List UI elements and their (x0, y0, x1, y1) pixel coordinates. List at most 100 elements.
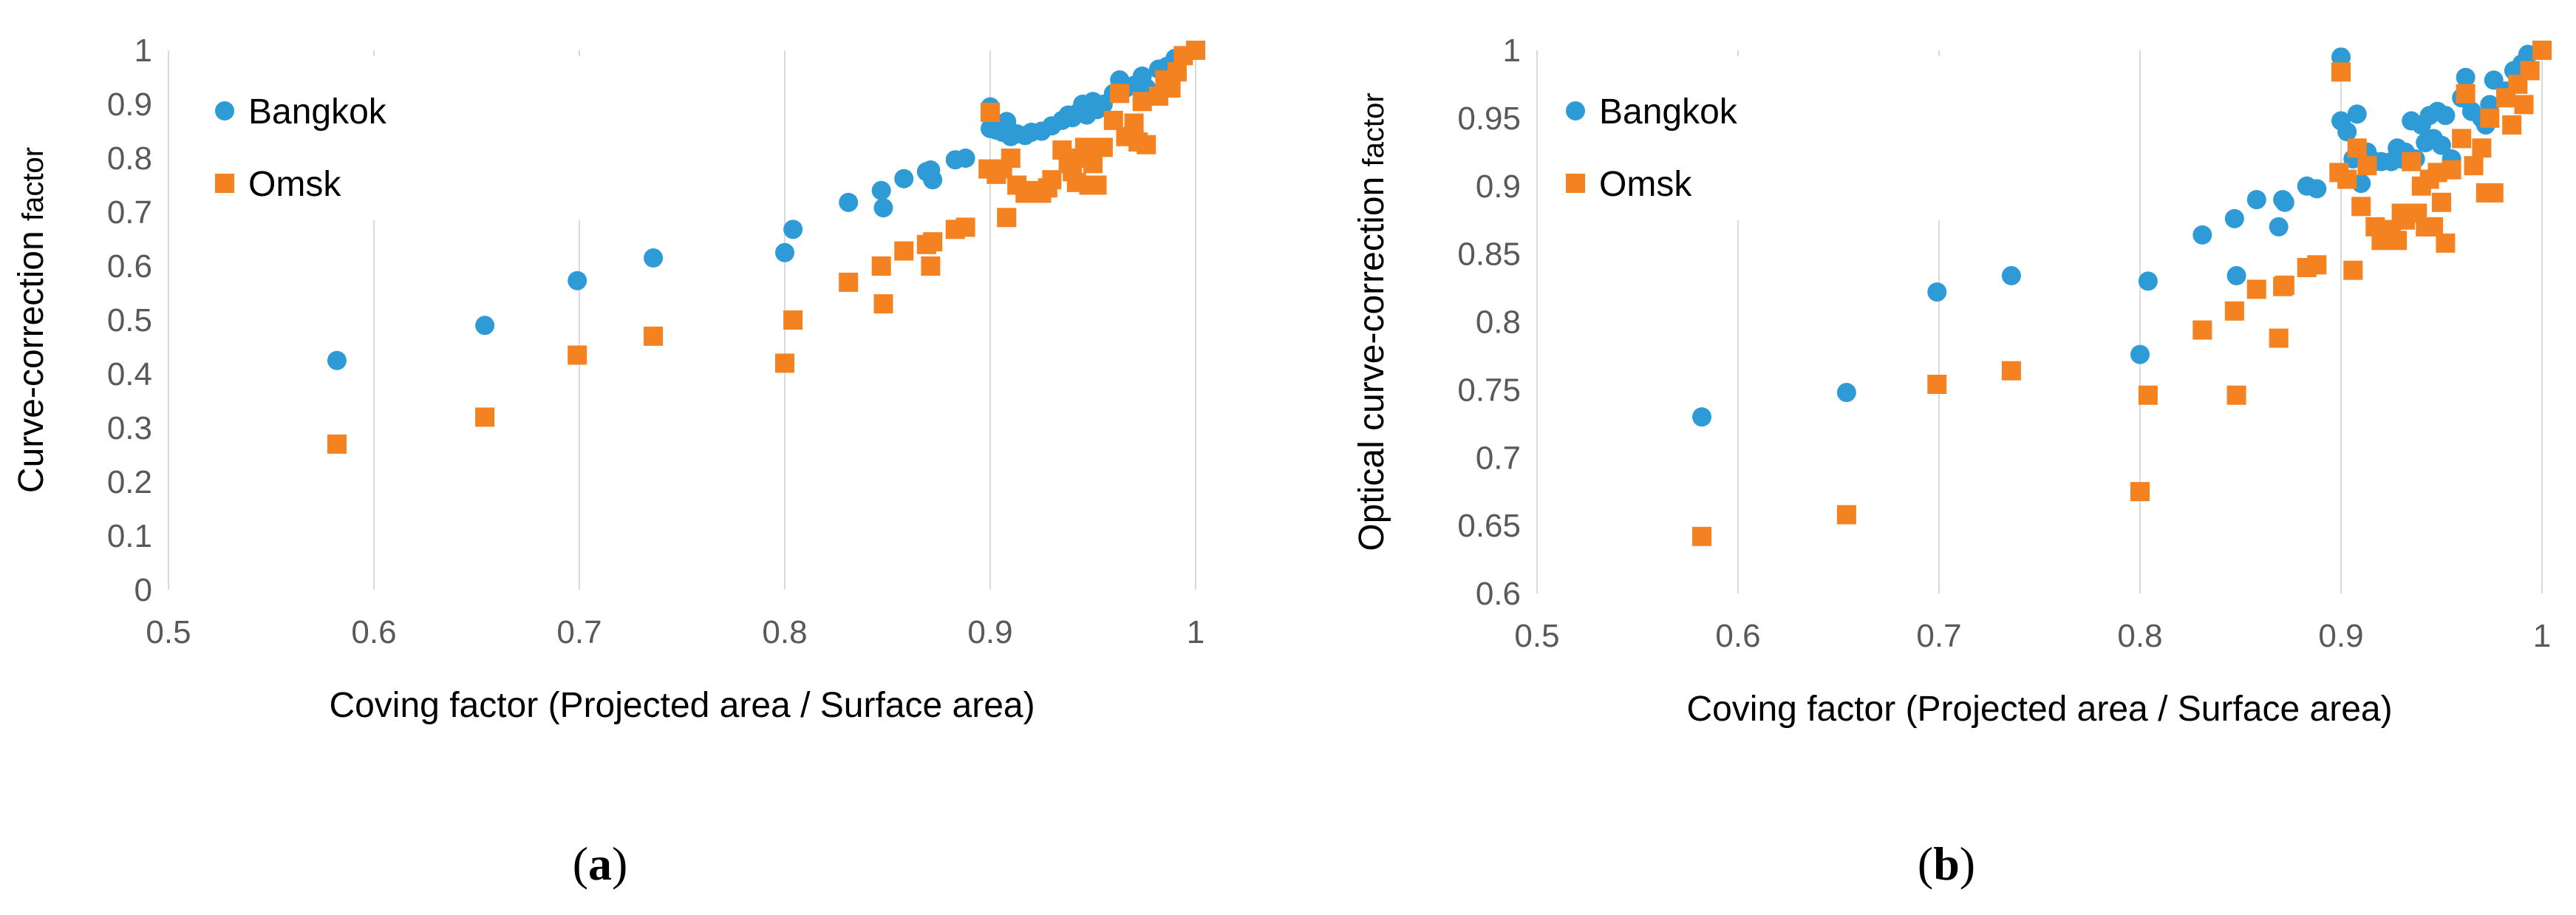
series-omsk (327, 41, 1205, 454)
data-point (2388, 231, 2408, 251)
x-tick-label: 0.6 (1715, 618, 1760, 654)
data-point (2138, 385, 2158, 405)
data-point (2343, 260, 2363, 280)
data-point (1087, 175, 1107, 195)
x-tick-label: 0.8 (2117, 618, 2162, 654)
data-point (2514, 95, 2534, 115)
data-point (2192, 320, 2212, 340)
data-point (894, 169, 914, 188)
y-tick-label: 0.85 (1457, 237, 1521, 273)
legend-label-bangkok: Bangkok (248, 92, 387, 132)
x-tick-label: 0.5 (146, 614, 191, 650)
data-point (568, 345, 587, 365)
data-point (475, 316, 495, 336)
y-tick-label: 0.8 (1476, 305, 1521, 341)
legend-label-omsk: Omsk (248, 165, 341, 204)
y-tick-label: 0.95 (1457, 101, 1521, 137)
y-axis-label: Optical curve-correction factor (1352, 92, 1391, 551)
y-tick-label: 0 (134, 572, 152, 608)
data-point (1836, 383, 1856, 403)
y-tick-label: 0.9 (1476, 169, 1521, 205)
x-tick-label: 0.5 (1514, 618, 1559, 654)
data-point (1167, 62, 1187, 82)
data-point (2307, 179, 2327, 199)
panel-label-letter: b (1933, 837, 1960, 890)
data-point (921, 256, 941, 276)
y-tick-label: 0.75 (1457, 372, 1521, 408)
data-point (783, 220, 803, 239)
data-point (2224, 208, 2244, 228)
data-point (644, 326, 664, 346)
legend-background (1549, 56, 1960, 220)
data-point (2275, 275, 2294, 295)
data-point (839, 272, 859, 292)
panel-label-open: ( (1918, 837, 1933, 890)
data-point (871, 180, 891, 200)
series-omsk (1692, 41, 2552, 546)
x-tick-label: 0.7 (1916, 618, 1961, 654)
panel-label: (a) (573, 837, 628, 890)
data-point (1161, 78, 1181, 98)
data-point (1093, 137, 1113, 157)
y-axis-label-main: Optical curve-correction (1352, 177, 1391, 551)
data-point (1836, 505, 1856, 525)
data-point (1692, 526, 1712, 546)
legend-label-bangkok: Bangkok (1599, 92, 1738, 132)
data-point (2442, 160, 2461, 180)
data-point (2246, 279, 2266, 299)
x-tick-label: 1 (1187, 614, 1204, 650)
panel-label-letter: a (588, 837, 612, 890)
y-tick-label: 1 (134, 33, 152, 69)
data-point (2464, 156, 2484, 176)
legend-marker-omsk (215, 174, 234, 193)
data-point (783, 310, 803, 330)
y-axis-label-unit: factor (1357, 92, 1390, 166)
data-point (475, 407, 495, 427)
data-point (923, 170, 943, 190)
x-tick-label: 0.6 (351, 614, 396, 650)
data-point (2432, 192, 2451, 212)
data-point (839, 192, 859, 212)
data-point (2436, 106, 2456, 126)
legend-marker-bangkok (1566, 101, 1585, 120)
y-tick-label: 0.3 (107, 410, 152, 446)
y-tick-label: 0.7 (1476, 440, 1521, 476)
x-axis-label: Coving factor (Projected area / Surface … (1686, 690, 2392, 729)
data-point (2001, 266, 2021, 286)
data-point (1137, 135, 1156, 154)
data-point (2402, 152, 2422, 171)
data-point (955, 217, 975, 237)
data-point (1001, 149, 1020, 168)
data-point (873, 198, 893, 218)
x-tick-label: 0.9 (2318, 618, 2363, 654)
data-point (2269, 328, 2289, 348)
y-tick-label: 0.1 (107, 518, 152, 554)
data-point (2337, 122, 2357, 142)
y-tick-label: 0.8 (107, 140, 152, 177)
data-point (2456, 67, 2476, 87)
data-point (2224, 301, 2244, 321)
data-point (2347, 104, 2367, 124)
y-tick-label: 0.5 (107, 302, 152, 339)
legend-marker-bangkok (215, 101, 234, 120)
data-point (2192, 225, 2212, 245)
y-axis-label-unit: factor (17, 147, 50, 221)
data-point (1692, 407, 1712, 427)
legend (1549, 56, 1960, 220)
panel-label-open: ( (573, 837, 588, 890)
legend-marker-omsk (1566, 174, 1585, 193)
data-point (1927, 375, 1947, 395)
y-tick-label: 0.2 (107, 464, 152, 500)
data-point (644, 248, 664, 268)
y-tick-label: 0.6 (107, 248, 152, 285)
x-tick-label: 0.8 (762, 614, 807, 650)
data-point (955, 149, 975, 168)
data-point (2269, 217, 2289, 237)
data-point (2351, 197, 2371, 217)
data-point (981, 102, 1000, 122)
data-point (1074, 137, 1094, 157)
y-tick-label: 0.6 (1476, 576, 1521, 612)
y-axis-label-main: Curve-correction (12, 231, 51, 493)
